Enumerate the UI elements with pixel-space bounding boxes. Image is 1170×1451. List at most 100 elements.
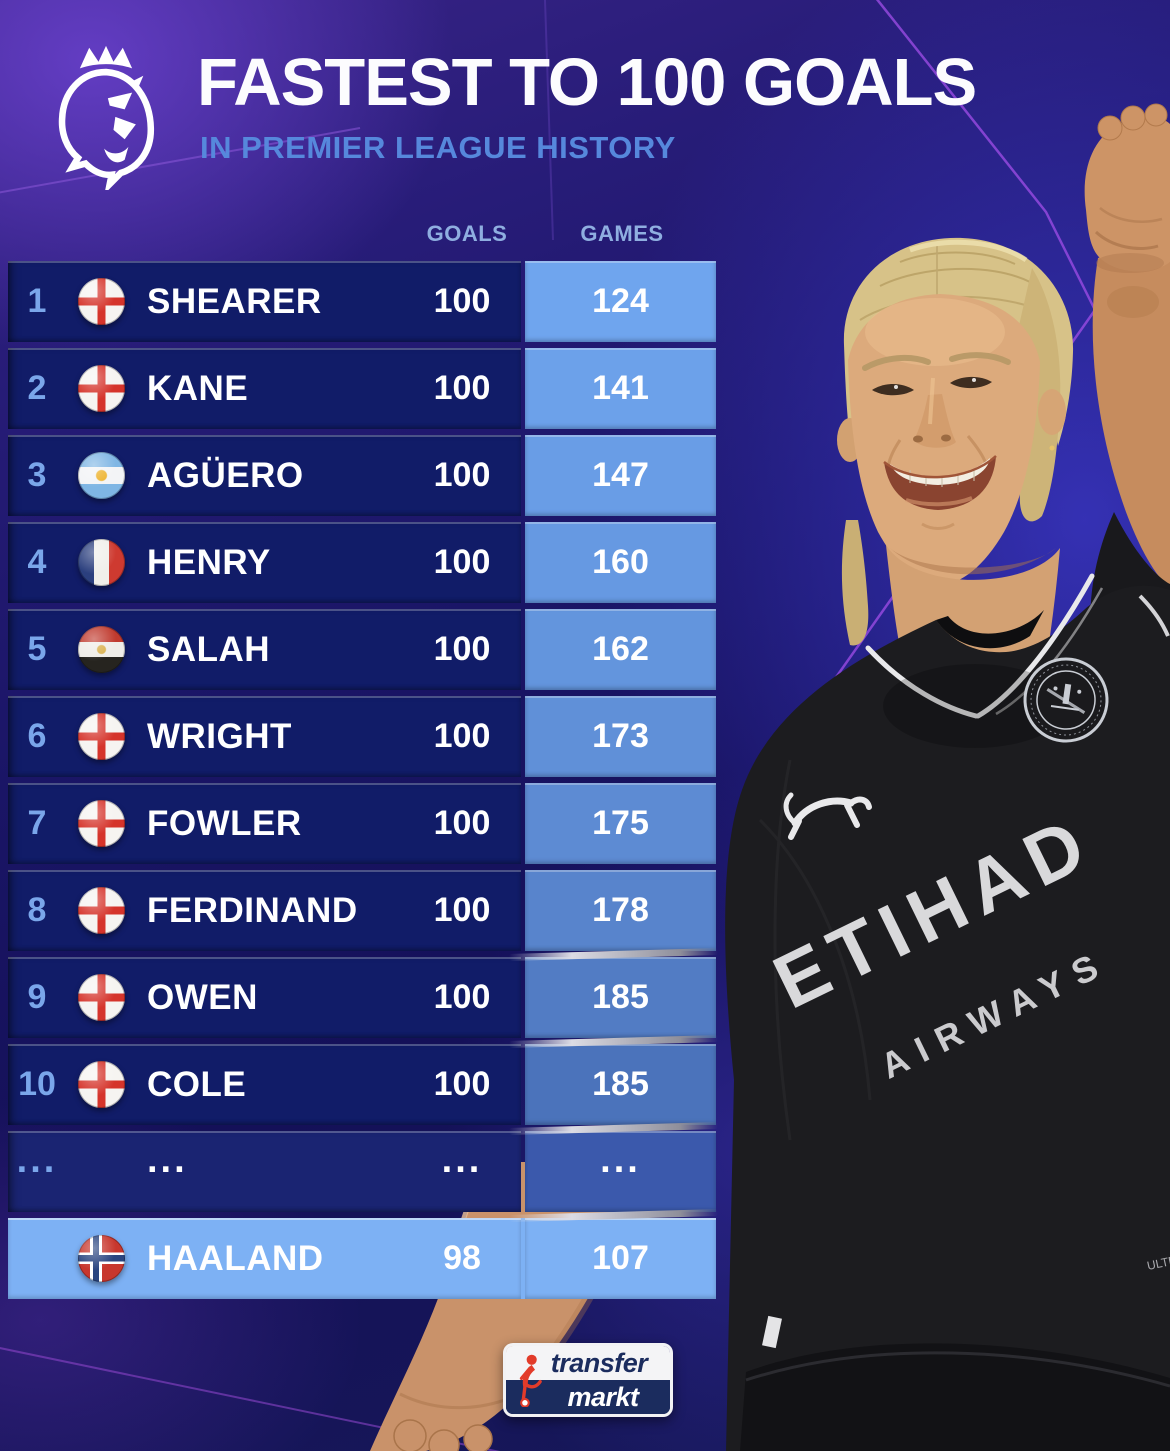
goals-value: 100 <box>433 804 491 842</box>
rank-label: ... <box>16 1139 58 1181</box>
goals-value: 100 <box>433 369 491 407</box>
games-cell: 160 <box>525 522 716 603</box>
player-name: HAALAND <box>147 1238 324 1278</box>
right-eyebrow <box>949 352 1011 365</box>
flag-england-icon <box>78 365 125 412</box>
goals-value: 100 <box>433 282 491 320</box>
games-value: 160 <box>592 543 649 581</box>
rank-label: 10 <box>18 1065 56 1103</box>
player-name: ... <box>147 1139 188 1181</box>
rank-label: 6 <box>27 717 47 755</box>
player-name: HENRY <box>147 542 271 582</box>
goals-value: 100 <box>433 543 491 581</box>
svg-text:ULTR: ULTR <box>1146 1253 1170 1273</box>
page-subtitle: IN PREMIER LEAGUE HISTORY <box>200 130 676 165</box>
row-left: 8 FERDINAND 100 <box>8 870 521 951</box>
rank-label: 5 <box>27 630 47 668</box>
table-row: 9 OWEN 100 185 <box>8 957 716 1038</box>
games-cell: 107 <box>525 1218 716 1299</box>
games-value: 178 <box>592 891 649 929</box>
rank-label: 8 <box>27 891 47 929</box>
player-name: OWEN <box>147 977 258 1017</box>
table-row: 8 FERDINAND 100 178 <box>8 870 716 951</box>
teeth <box>890 458 990 485</box>
left-eyebrow <box>862 355 931 371</box>
games-cell: 175 <box>525 783 716 864</box>
games-value: 107 <box>592 1239 649 1277</box>
right-eye <box>950 376 992 389</box>
premier-league-lion-icon <box>58 45 155 190</box>
goals-value: 98 <box>443 1239 481 1277</box>
player-name: FERDINAND <box>147 890 358 930</box>
row-left: 3 AGÜERO 100 <box>8 435 521 516</box>
puma-logo-icon <box>783 792 872 840</box>
row-left: 5 SALAH 100 <box>8 609 521 690</box>
jersey-hem-tag <box>762 1315 782 1349</box>
collar-piping <box>865 645 979 719</box>
column-header-goals: GOALS <box>426 221 508 246</box>
player-name: FOWLER <box>147 803 302 843</box>
player-name: WRIGHT <box>147 716 292 756</box>
player-name: AGÜERO <box>147 455 304 495</box>
flag-argentina-icon <box>78 452 125 499</box>
flag-norway-icon <box>78 1235 125 1282</box>
games-cell: 162 <box>525 609 716 690</box>
row-left: 1 SHEARER 100 <box>8 261 521 342</box>
brand-text-bottom: markt <box>567 1381 639 1412</box>
fist <box>1084 116 1170 272</box>
row-left: 2 KANE 100 <box>8 348 521 429</box>
table-row: 10 COLE 100 185 <box>8 1044 716 1125</box>
player-name: SHEARER <box>147 281 322 321</box>
games-value: 141 <box>592 369 649 407</box>
table-rows: 1 SHEARER 100 124 2 KANE 100 141 3 <box>8 261 716 1305</box>
hair <box>843 237 1074 446</box>
row-left: HAALAND 98 <box>8 1218 521 1299</box>
flag-england-icon <box>78 713 125 760</box>
goals-value: ... <box>441 1139 483 1181</box>
brand-text-top: transfer <box>550 1347 648 1378</box>
flag-france-icon <box>78 539 125 586</box>
games-value: 147 <box>592 456 649 494</box>
row-left: 7 FOWLER 100 <box>8 783 521 864</box>
table-row: 7 FOWLER 100 175 <box>8 783 716 864</box>
goals-value: 100 <box>433 978 491 1016</box>
club-badge-icon <box>1023 657 1109 743</box>
table-row: 3 AGÜERO 100 147 <box>8 435 716 516</box>
games-value: 185 <box>592 978 649 1016</box>
games-cell: ... <box>525 1131 716 1212</box>
flag-egypt-icon <box>78 626 125 673</box>
rank-label: 7 <box>27 804 47 842</box>
games-cell: 147 <box>525 435 716 516</box>
flag-england-icon <box>78 887 125 934</box>
row-left: ... ... ... <box>8 1131 521 1212</box>
row-left: 10 COLE 100 <box>8 1044 521 1125</box>
player-name: COLE <box>147 1064 247 1104</box>
player-photo: ETIHAD AIRWAYS ULTR <box>725 103 1170 1451</box>
goals-value: 100 <box>433 1065 491 1103</box>
rank-label: 9 <box>27 978 47 1016</box>
table-row: ... ... ... ... <box>8 1131 716 1212</box>
games-cell: 141 <box>525 348 716 429</box>
transfermarkt-logo: transfer markt <box>503 1343 673 1417</box>
footballer-icon <box>519 1354 542 1407</box>
row-left: 9 OWEN 100 <box>8 957 521 1038</box>
table-row: 5 SALAH 100 162 <box>8 609 716 690</box>
column-header-games: GAMES <box>580 221 664 246</box>
games-value: 124 <box>592 282 649 320</box>
nose <box>914 394 956 448</box>
games-cell: 185 <box>525 1044 716 1125</box>
table-row: 6 WRIGHT 100 173 <box>8 696 716 777</box>
table-row: 1 SHEARER 100 124 <box>8 261 716 342</box>
row-left: 4 HENRY 100 <box>8 522 521 603</box>
games-value: 162 <box>592 630 649 668</box>
rank-label: 2 <box>27 369 47 407</box>
games-cell: 173 <box>525 696 716 777</box>
rank-label: 3 <box>27 456 47 494</box>
flag-england-icon <box>78 800 125 847</box>
page-title: FASTEST TO 100 GOALS <box>197 45 977 120</box>
goals-value: 100 <box>433 630 491 668</box>
goals-value: 100 <box>433 891 491 929</box>
games-cell: 185 <box>525 957 716 1038</box>
goals-value: 100 <box>433 717 491 755</box>
flag-england-icon <box>78 1061 125 1108</box>
